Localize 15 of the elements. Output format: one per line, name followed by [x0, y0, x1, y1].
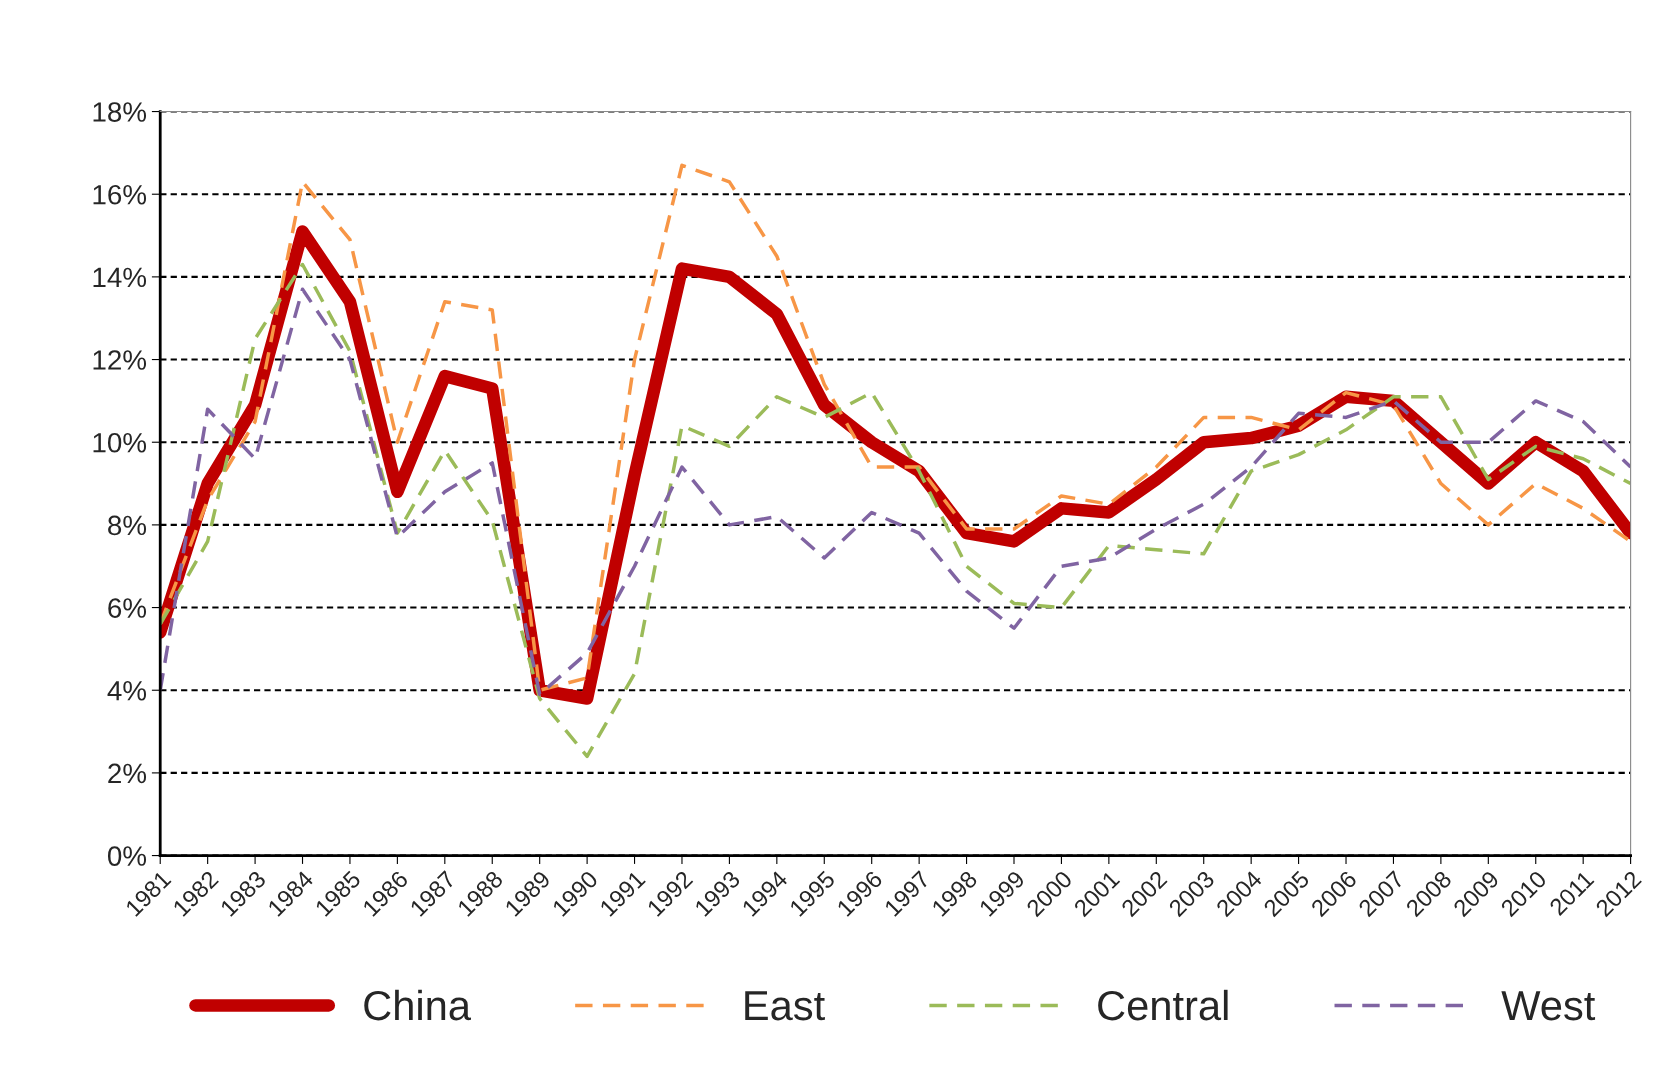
y-tick-label: 0%: [107, 846, 147, 866]
legend-label: West: [1501, 991, 1596, 1021]
y-tick-label: 10%: [93, 432, 147, 453]
y-tick-label: 14%: [93, 267, 147, 288]
y-tick-label: 4%: [107, 681, 147, 701]
y-tick-label: 2%: [108, 763, 147, 784]
legend-label: East: [745, 991, 825, 1021]
y-tick-label: 12%: [93, 350, 147, 370]
line-series: [160, 262, 1631, 759]
y-tick-label: 16%: [93, 184, 147, 205]
legend-label: China: [364, 989, 471, 1021]
legend-label: Central: [1098, 989, 1228, 1021]
y-tick-label: 18%: [93, 102, 147, 122]
y-tick-label: 8%: [108, 515, 147, 536]
y-tick-label: 6%: [108, 598, 147, 618]
